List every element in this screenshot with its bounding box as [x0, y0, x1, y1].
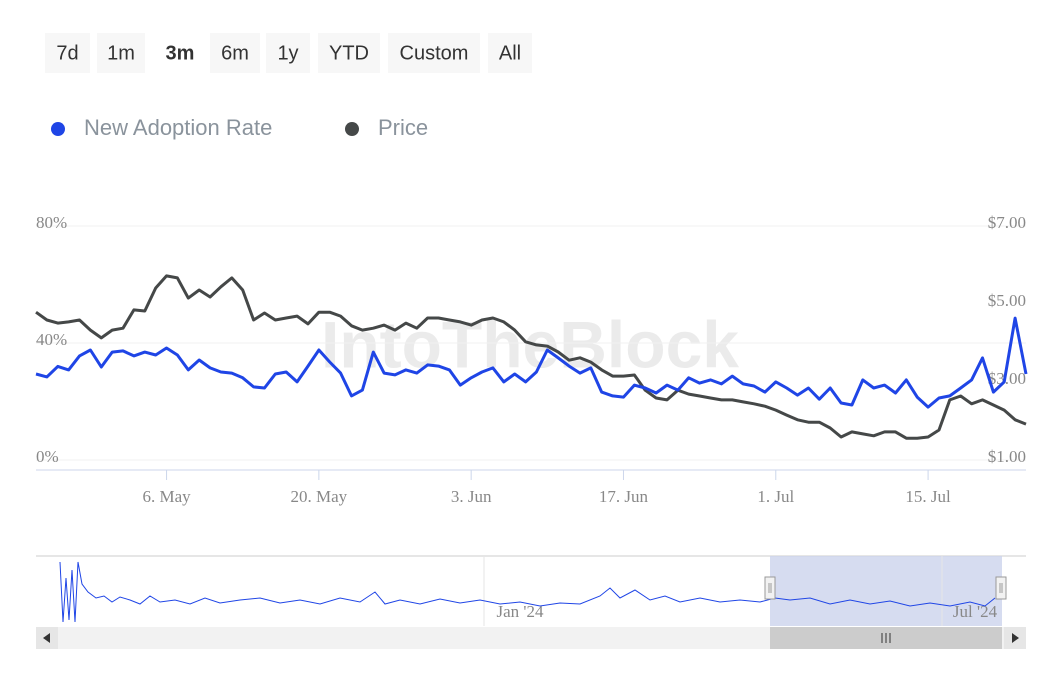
legend-label: Price	[378, 115, 428, 140]
series-line	[35, 274, 1027, 440]
button-label: 1m	[107, 42, 135, 64]
range-button[interactable]: 6m	[210, 33, 260, 73]
y2-tick-label: $5.00	[988, 291, 1026, 310]
series-line	[35, 316, 1028, 409]
grip-icon	[881, 633, 891, 643]
x-tick-label: 6. May	[142, 487, 191, 506]
button-label: 3m	[166, 42, 195, 64]
button-bg	[388, 33, 480, 73]
button-bg	[318, 33, 380, 73]
legend-item[interactable]: New Adoption Rate	[51, 115, 272, 140]
button-bg	[97, 33, 145, 73]
x-tick-label: 15. Jul	[905, 487, 951, 506]
x-tick-label: 3. Jun	[451, 487, 492, 506]
button-label: 7d	[56, 42, 78, 64]
button-bg	[488, 33, 532, 73]
range-button[interactable]: 3m	[155, 33, 205, 73]
range-button[interactable]: 1y	[266, 33, 310, 73]
navigator-label: Jan '24	[497, 602, 544, 621]
arrow-icon	[43, 633, 50, 643]
x-tick-label: 20. May	[291, 487, 348, 506]
button-label: 1y	[277, 42, 298, 64]
legend-symbol	[51, 122, 65, 136]
y2-tick-label: $7.00	[988, 213, 1026, 232]
range-button[interactable]: 7d	[45, 33, 90, 73]
legend-item[interactable]: Price	[345, 115, 428, 140]
range-button[interactable]: YTD	[318, 33, 380, 73]
y2-tick-label: $1.00	[988, 447, 1026, 466]
legend-symbol	[345, 122, 359, 136]
button-label: YTD	[329, 42, 369, 64]
legend-label: New Adoption Rate	[84, 115, 272, 140]
navigator-handle[interactable]	[995, 576, 1007, 600]
scrollbar	[36, 627, 1026, 649]
button-label: 6m	[221, 42, 249, 64]
plot-area: 0% 40% 80% $1.00 $3.00 $5.00 $7.00 6. May 20. Ma…	[35, 213, 1028, 506]
legend: New Adoption Rate Price	[51, 115, 428, 140]
range-button[interactable]: All	[488, 33, 532, 73]
range-button[interactable]: 1m	[97, 33, 145, 73]
y2-tick-label: $3.00	[988, 369, 1026, 388]
button-bg	[45, 33, 90, 73]
y-tick-label: 0%	[36, 447, 59, 466]
navigator-handle[interactable]	[764, 576, 776, 600]
x-tick-label: 17. Jun	[599, 487, 649, 506]
y-tick-label: 40%	[36, 330, 67, 349]
button-label: Custom	[400, 42, 469, 64]
range-selector: 7d 1m 3m 6m 1y YTD Custom All	[45, 33, 532, 73]
navigator-series	[59, 561, 996, 623]
y-tick-label: 80%	[36, 213, 67, 232]
x-tick-label: 1. Jul	[757, 487, 794, 506]
navigator-mask	[770, 556, 1002, 626]
button-bg	[155, 33, 205, 73]
button-bg	[210, 33, 260, 73]
navigator: Jan '24 Jul '24	[36, 555, 1026, 626]
navigator-label: Jul '24	[953, 602, 998, 621]
range-button[interactable]: Custom	[388, 33, 480, 73]
button-label: All	[499, 42, 521, 64]
arrow-icon	[1012, 633, 1019, 643]
button-bg	[266, 33, 310, 73]
